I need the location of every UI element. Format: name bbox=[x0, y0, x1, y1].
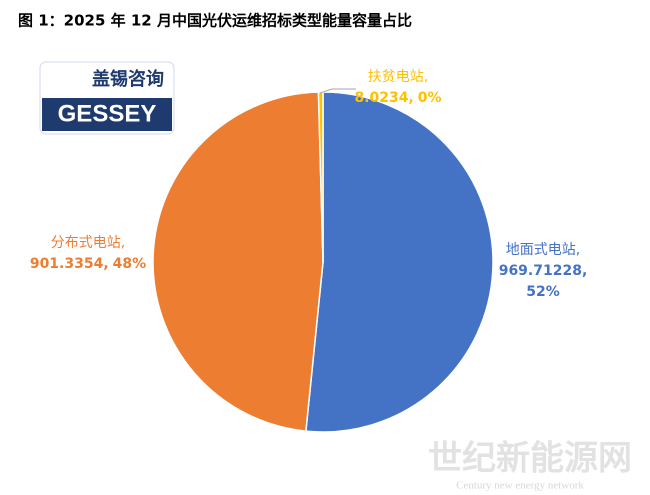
label-value: 8.0234, bbox=[354, 90, 413, 106]
data-label: 扶贫电站, bbox=[368, 69, 428, 85]
watermark-subtitle: Century new energy network bbox=[456, 480, 584, 492]
pie-slice bbox=[305, 91, 494, 433]
watermark: 世纪新能源网 bbox=[428, 439, 632, 479]
logo-name: 盖锡咨询 bbox=[92, 68, 164, 90]
chart-title: 图 1：2025 年 12 月中国光伏运维招标类型能量容量占比 bbox=[18, 12, 412, 30]
label-percent: 48% bbox=[113, 256, 147, 272]
logo-brand: GESSEY bbox=[58, 100, 157, 127]
logo-bar bbox=[42, 98, 172, 131]
label-name: 分布式电站, bbox=[51, 235, 125, 251]
label-name: 地面式电站, bbox=[506, 242, 580, 258]
data-label: 901.3354, 48% bbox=[30, 256, 146, 272]
label-percent: 0% bbox=[418, 90, 442, 106]
data-label: 969.71228, bbox=[499, 263, 588, 279]
label-value: 969.71228, bbox=[499, 263, 588, 279]
data-label: 8.0234, 0% bbox=[354, 90, 441, 106]
leader-line bbox=[319, 88, 356, 94]
data-label: 52% bbox=[526, 284, 560, 300]
pie-slice bbox=[152, 91, 324, 432]
data-label: 地面式电站, bbox=[506, 242, 580, 258]
label-percent: 52% bbox=[526, 284, 560, 300]
pie bbox=[152, 91, 494, 433]
label-value: 901.3354, bbox=[30, 256, 109, 272]
data-label: 分布式电站, bbox=[51, 235, 125, 251]
logo: 盖锡咨询 GESSEY bbox=[39, 61, 175, 135]
label-name: 扶贫电站, bbox=[368, 69, 428, 85]
